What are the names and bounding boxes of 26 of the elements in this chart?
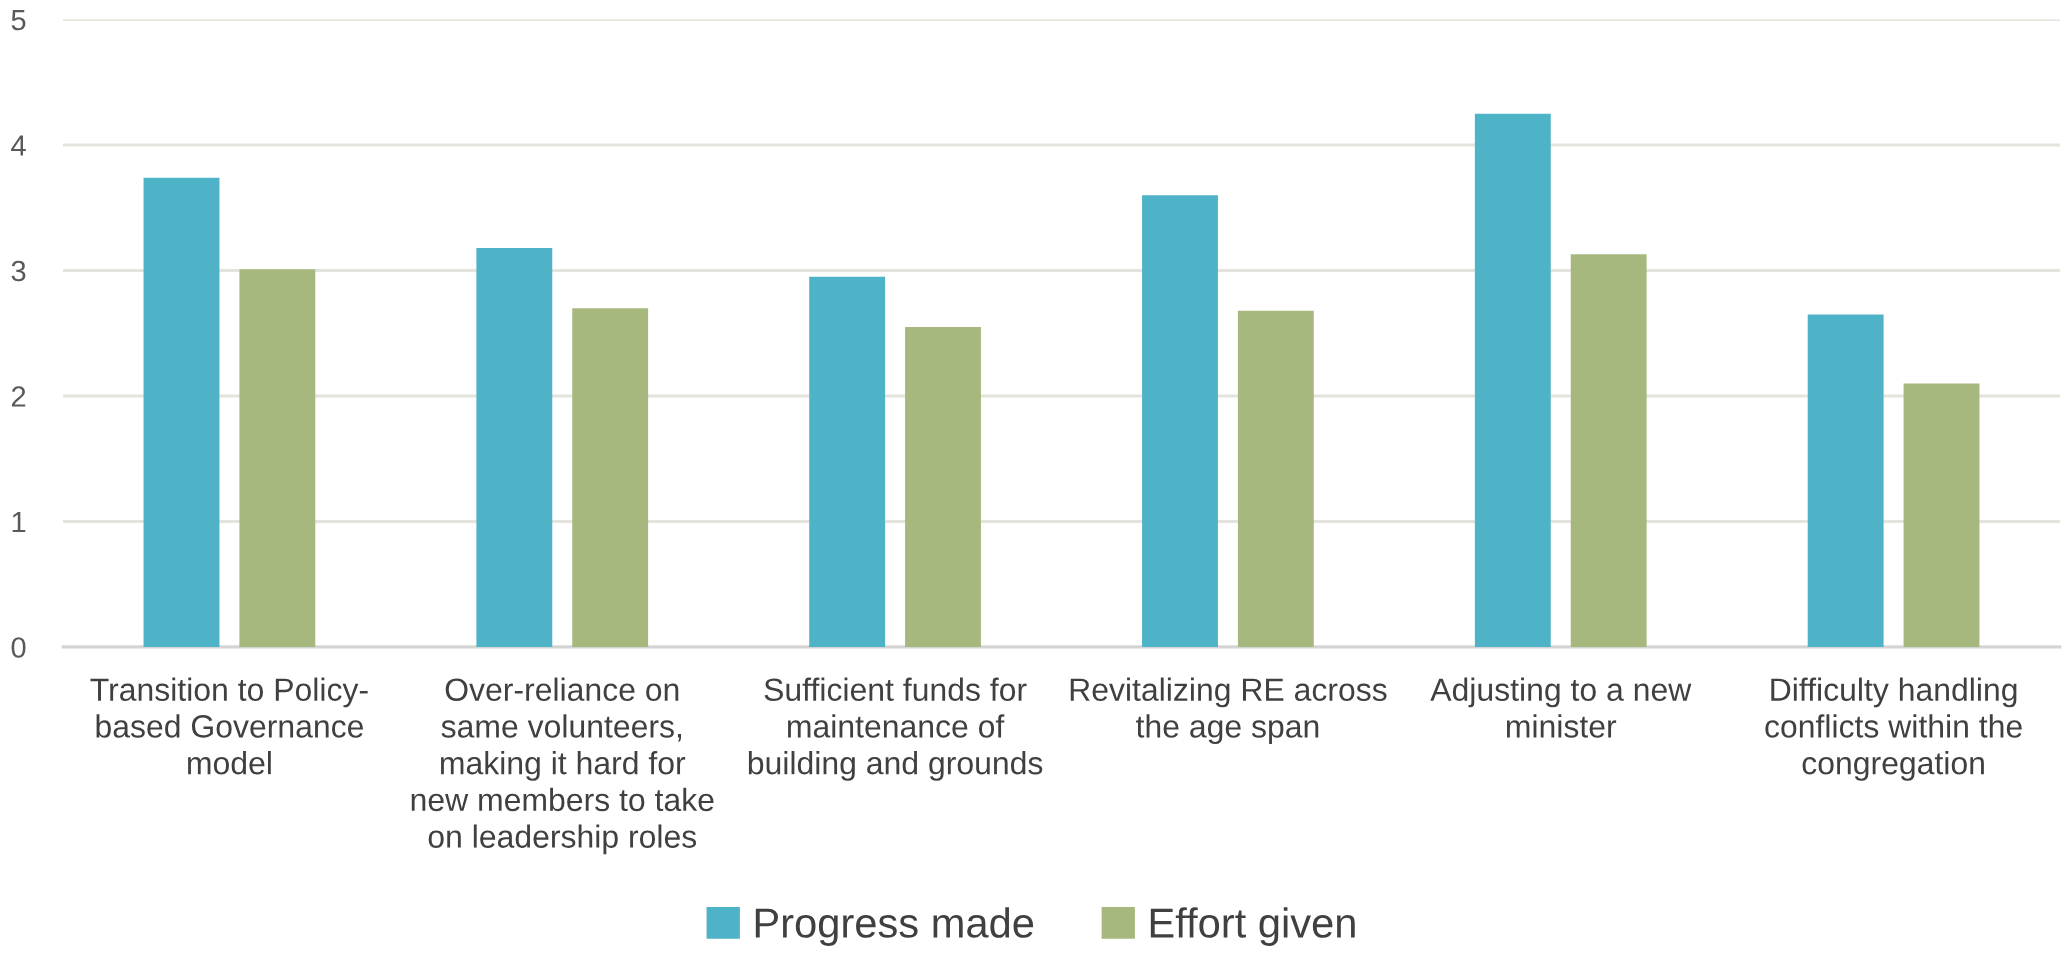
x-tick-label: Sufficient funds for maintenance of building and grounds — [748, 677, 1043, 781]
bar — [1142, 195, 1218, 647]
x-tick-label: Difficulty handling conflicts within the congregation — [1765, 677, 2022, 781]
bar — [1570, 254, 1647, 647]
bar — [1237, 310, 1314, 647]
x-tick-label: Adjusting to a new minister — [1430, 677, 1692, 738]
y-tick-label: 0 — [11, 637, 26, 658]
x-tick-label: Revitalizing RE across the age span — [1070, 677, 1387, 745]
bar — [239, 269, 316, 647]
y-tick-label: 4 — [11, 135, 26, 156]
bar — [143, 177, 220, 647]
x-tick-label: Transition to Policy- based Governance model — [90, 677, 368, 775]
bar — [1807, 314, 1884, 647]
y-tick-label: 3 — [11, 260, 26, 282]
y-tick-label: 1 — [12, 512, 26, 533]
bar — [809, 276, 886, 647]
legend-label: Effort given — [1150, 907, 1355, 947]
bar — [905, 326, 981, 647]
y-tick-label: 2 — [11, 386, 26, 407]
y-tick-label: 5 — [11, 10, 26, 31]
bar — [1903, 383, 1980, 647]
bar — [476, 247, 553, 647]
bar — [1474, 113, 1551, 647]
x-tick-label: Over-reliance on same volunteers, making it hard for new members to take on leadership roles — [411, 677, 714, 855]
legend-label: Progress made — [755, 907, 1034, 947]
bar — [572, 308, 649, 647]
